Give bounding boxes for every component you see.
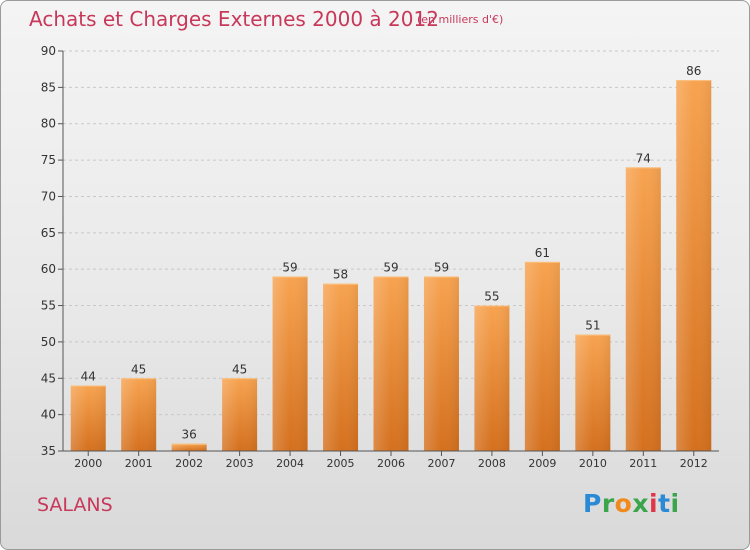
bar-shade bbox=[171, 443, 207, 451]
x-tick-label: 2007 bbox=[427, 457, 455, 470]
x-tick-label: 2011 bbox=[629, 457, 657, 470]
data-label: 59 bbox=[434, 260, 449, 274]
data-label: 36 bbox=[182, 428, 197, 442]
x-tick-label: 2005 bbox=[327, 457, 355, 470]
data-label: 45 bbox=[232, 362, 247, 376]
data-label: 55 bbox=[484, 290, 499, 304]
y-tick-label: 85 bbox=[41, 80, 56, 94]
logo-letter: i bbox=[670, 489, 680, 518]
data-label: 45 bbox=[131, 362, 146, 376]
x-tick-label: 2003 bbox=[226, 457, 254, 470]
logo-letter: x bbox=[632, 489, 649, 518]
logo-letter: r bbox=[601, 489, 615, 518]
x-tick-label: 2008 bbox=[478, 457, 506, 470]
x-tick-label: 2012 bbox=[680, 457, 708, 470]
chart-subtitle: (en milliers d'€) bbox=[417, 13, 504, 26]
bar-shade bbox=[676, 80, 712, 451]
y-tick-label: 35 bbox=[41, 444, 56, 458]
y-tick-label: 70 bbox=[41, 189, 56, 203]
data-label: 44 bbox=[81, 370, 96, 384]
data-label: 61 bbox=[535, 246, 550, 260]
bar-shade bbox=[373, 276, 409, 451]
y-tick-label: 60 bbox=[41, 262, 56, 276]
commune-name: SALANS bbox=[37, 494, 113, 516]
logo-letter: P bbox=[583, 489, 602, 518]
data-label: 74 bbox=[636, 151, 651, 165]
logo-letter: t bbox=[658, 489, 671, 518]
proxiti-logo: Proxiti bbox=[583, 489, 680, 518]
data-label: 59 bbox=[383, 260, 398, 274]
bar-shade bbox=[121, 378, 157, 451]
y-tick-label: 90 bbox=[41, 44, 56, 58]
data-label: 59 bbox=[282, 260, 297, 274]
x-tick-label: 2000 bbox=[74, 457, 102, 470]
bar-shade bbox=[222, 378, 258, 451]
y-tick-label: 75 bbox=[41, 153, 56, 167]
y-tick-label: 40 bbox=[41, 408, 56, 422]
y-tick-label: 65 bbox=[41, 226, 56, 240]
chart-title: Achats et Charges Externes 2000 à 2012 bbox=[29, 7, 439, 31]
bar-shade bbox=[474, 305, 510, 451]
bar-shade bbox=[70, 385, 106, 451]
bar-shade bbox=[575, 334, 611, 451]
data-label: 58 bbox=[333, 268, 348, 282]
logo-letter: o bbox=[614, 489, 633, 518]
y-tick-label: 50 bbox=[41, 335, 56, 349]
bar-shade bbox=[272, 276, 308, 451]
y-tick-label: 45 bbox=[41, 371, 56, 385]
bar-shade bbox=[625, 167, 661, 451]
x-tick-label: 2001 bbox=[125, 457, 153, 470]
data-label: 86 bbox=[686, 64, 701, 78]
x-tick-label: 2002 bbox=[175, 457, 203, 470]
x-tick-label: 2010 bbox=[579, 457, 607, 470]
y-tick-label: 55 bbox=[41, 299, 56, 313]
data-label: 51 bbox=[585, 319, 600, 333]
bar-shade bbox=[323, 283, 359, 451]
x-tick-label: 2004 bbox=[276, 457, 304, 470]
x-tick-label: 2009 bbox=[528, 457, 556, 470]
y-tick-label: 80 bbox=[41, 117, 56, 131]
x-tick-label: 2006 bbox=[377, 457, 405, 470]
logo-letter: i bbox=[649, 489, 659, 518]
bar-shade bbox=[423, 276, 459, 451]
bar-shade bbox=[524, 261, 560, 451]
